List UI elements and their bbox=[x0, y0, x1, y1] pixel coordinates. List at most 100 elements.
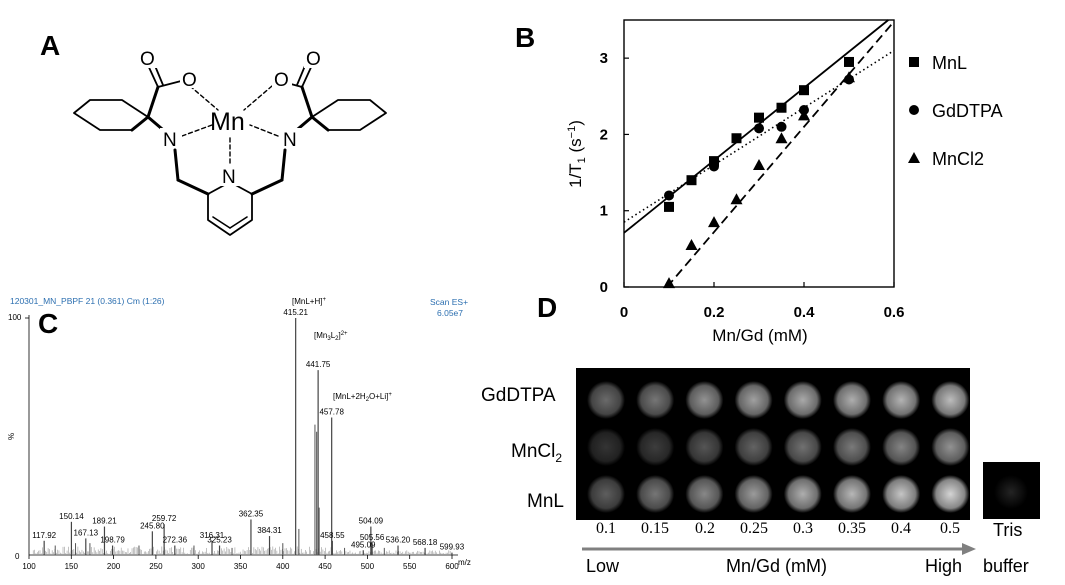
ms-header-intensity: 6.05e7 bbox=[437, 308, 463, 318]
mri-sample-well bbox=[882, 475, 921, 513]
data-point-mncl2 bbox=[730, 193, 743, 205]
y-tick-label: 1 bbox=[600, 203, 608, 220]
conc-label: 0.1 bbox=[596, 520, 616, 537]
relaxivity-x-axis-label: Mn/Gd (mM) bbox=[712, 326, 807, 345]
ms-x-tick-label: 450 bbox=[318, 562, 332, 571]
mri-sample-well bbox=[882, 428, 921, 466]
panel-label-a: A bbox=[40, 30, 61, 61]
tris-label: Tris bbox=[993, 520, 1023, 540]
data-point-mnl bbox=[844, 56, 854, 67]
data-point-gddtpa bbox=[664, 190, 674, 201]
mri-sample-well bbox=[833, 381, 871, 419]
mri-sample-well bbox=[587, 475, 625, 513]
mri-sample-well bbox=[833, 475, 871, 513]
relaxivity-chart: 0 0.2 0.4 0.6 0 1 2 3 Mn/Gd (mM) 1/T1 (s−1) MnL… bbox=[566, 19, 1003, 345]
ms-annotation-mnlh: [MnL+H]+ bbox=[292, 297, 326, 306]
mri-sample-well bbox=[783, 475, 822, 513]
y-tick-label: 3 bbox=[600, 50, 608, 67]
mri-row-label-mncl2: MnCl2 bbox=[511, 441, 563, 465]
fit-line-mncl2 bbox=[666, 20, 895, 288]
data-point-mncl2 bbox=[775, 132, 788, 144]
relaxivity-y-axis-label: 1/T1 (s−1) bbox=[566, 120, 588, 188]
ms-peak-label: 568.18 bbox=[413, 538, 438, 547]
mass-spectrum: 100 150 200 250 300 350 400 450 500 550 600 117.92… bbox=[7, 297, 471, 571]
axis-low-label: Low bbox=[586, 556, 620, 576]
ms-peak-label: 316.31 bbox=[200, 531, 225, 540]
mri-sample-well bbox=[685, 381, 724, 419]
ms-header-left: 120301_MN_PBPF 21 (0.361) Cm (1:26) bbox=[10, 296, 165, 306]
conc-label: 0.15 bbox=[641, 520, 669, 537]
legend-label-mnl: MnL bbox=[932, 53, 967, 73]
mri-sample-well bbox=[783, 428, 822, 466]
atom-o-right: O bbox=[274, 70, 289, 91]
ms-peak-label: 441.75 bbox=[306, 360, 331, 369]
y-tick-label: 0 bbox=[600, 279, 608, 296]
mri-sample-well bbox=[783, 381, 822, 419]
ms-annotation-mn3l2: [Mn3L2]2+ bbox=[314, 331, 348, 342]
x-tick-label: 0 bbox=[620, 304, 628, 321]
data-point-mnl bbox=[799, 85, 809, 96]
ms-x-tick-label: 200 bbox=[107, 562, 121, 571]
data-point-mncl2 bbox=[753, 158, 765, 170]
ms-peak-label: 536.20 bbox=[386, 536, 411, 545]
x-tick-label: 0.2 bbox=[704, 304, 725, 321]
ms-peak-label: 117.92 bbox=[32, 531, 56, 540]
data-point-gddtpa bbox=[709, 161, 719, 172]
ms-x-tick-label: 300 bbox=[192, 562, 206, 571]
conc-label: 0.2 bbox=[695, 520, 715, 537]
data-point-mncl2 bbox=[685, 239, 698, 251]
legend-marker-mnl bbox=[909, 57, 919, 67]
atom-n-left: N bbox=[163, 130, 177, 151]
mri-sample-well bbox=[833, 428, 871, 466]
mri-row-label-mnl: MnL bbox=[527, 491, 564, 512]
relaxivity-plot-frame bbox=[623, 19, 895, 288]
ms-peak-label: 457.78 bbox=[319, 408, 344, 417]
tris-buffer-image bbox=[983, 462, 1040, 519]
ms-peak-label: 167.13 bbox=[74, 528, 99, 537]
ms-peak-label: 505.56 bbox=[360, 533, 385, 542]
ms-peak-label: 272.36 bbox=[163, 536, 188, 545]
panel-label-b: B bbox=[515, 22, 536, 53]
data-point-mncl2 bbox=[708, 216, 720, 228]
mri-sample-well bbox=[882, 381, 921, 419]
ms-x-unit: m/z bbox=[458, 558, 471, 567]
legend-marker-mncl2 bbox=[908, 152, 920, 163]
ms-x-tick-label: 100 bbox=[22, 562, 36, 571]
ms-annotation-mnl2h2o: [MnL+2H2O+Li]+ bbox=[333, 392, 392, 403]
mri-sample-well bbox=[587, 428, 625, 466]
conc-label: 0.5 bbox=[940, 520, 960, 537]
atom-mn-center: Mn bbox=[210, 108, 245, 136]
ms-x-tick-label: 400 bbox=[276, 562, 290, 571]
ms-y-axis-label: % bbox=[7, 433, 16, 440]
mri-sample-well bbox=[636, 381, 675, 419]
ms-peak-label: 362.35 bbox=[239, 509, 264, 518]
ms-peak-label: 259.72 bbox=[152, 514, 177, 523]
mri-row-label-gddtpa: GdDTPA bbox=[481, 385, 556, 406]
legend-marker-gddtpa bbox=[909, 105, 919, 115]
y-tick-label: 2 bbox=[600, 126, 608, 143]
x-tick-label: 0.6 bbox=[884, 304, 905, 321]
ms-x-tick-label: 600 bbox=[445, 562, 459, 571]
mri-sample-well bbox=[685, 428, 724, 466]
data-point-gddtpa bbox=[776, 121, 787, 132]
chemical-structure: O O O O N N N Mn bbox=[73, 49, 387, 236]
buffer-label: buffer bbox=[983, 556, 1029, 576]
panel-label-d: D bbox=[537, 292, 558, 323]
data-point-mncl2 bbox=[798, 109, 810, 121]
conc-label: 0.35 bbox=[838, 520, 866, 537]
data-point-mnl bbox=[731, 133, 742, 144]
ms-x-tick-label: 250 bbox=[149, 562, 163, 571]
mri-phantom-image bbox=[576, 368, 970, 520]
legend-label-gddtpa: GdDTPA bbox=[932, 101, 1003, 121]
mri-sample-well bbox=[931, 381, 970, 419]
data-point-mncl2 bbox=[843, 71, 855, 83]
mri-sample-well bbox=[931, 428, 970, 466]
data-point-mnl bbox=[754, 112, 764, 123]
mri-sample-well bbox=[734, 381, 773, 419]
ms-peak-label: 504.09 bbox=[359, 517, 384, 526]
data-point-mncl2 bbox=[663, 277, 675, 289]
ms-peak-label: 384.31 bbox=[257, 526, 282, 535]
ms-peak-label: 150.14 bbox=[59, 512, 84, 521]
ms-x-tick-label: 150 bbox=[65, 562, 79, 571]
ms-y-zero: 0 bbox=[15, 552, 20, 561]
